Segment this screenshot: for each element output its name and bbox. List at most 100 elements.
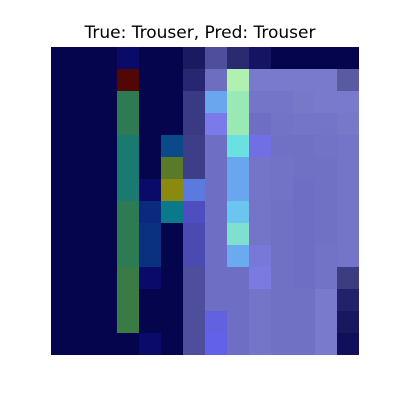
heatmap-cell xyxy=(117,69,140,92)
heatmap-cell xyxy=(95,333,118,355)
heatmap-cell xyxy=(205,245,228,268)
heatmap-cell xyxy=(205,223,228,246)
heatmap-cell xyxy=(183,289,206,312)
heatmap-cell xyxy=(51,91,74,114)
heatmap-cell xyxy=(315,267,338,290)
heatmap-cell xyxy=(183,47,206,70)
heatmap-cell xyxy=(51,135,74,158)
heatmap-cell xyxy=(271,201,294,224)
heatmap-cell xyxy=(95,47,118,70)
heatmap-cell xyxy=(139,333,162,355)
heatmap-cell xyxy=(227,179,250,202)
heatmap-cell xyxy=(73,69,96,92)
heatmap-cell xyxy=(205,179,228,202)
heatmap-cell xyxy=(139,311,162,334)
heatmap-cell xyxy=(139,223,162,246)
heatmap-cell xyxy=(249,333,272,355)
heatmap-cell xyxy=(95,135,118,158)
heatmap-cell xyxy=(227,333,250,355)
heatmap-cell xyxy=(117,245,140,268)
heatmap-cell xyxy=(227,201,250,224)
heatmap-cell xyxy=(293,267,316,290)
heatmap-cell xyxy=(249,69,272,92)
heatmap-cell xyxy=(205,289,228,312)
heatmap-cell xyxy=(161,245,184,268)
heatmap-cell xyxy=(337,289,359,312)
heatmap-cell xyxy=(139,91,162,114)
heatmap-cell xyxy=(293,289,316,312)
heatmap-cell xyxy=(51,157,74,180)
heatmap-cell xyxy=(293,311,316,334)
heatmap-cell xyxy=(51,245,74,268)
heatmap-cell xyxy=(117,267,140,290)
heatmap-cell xyxy=(227,311,250,334)
heatmap-cell xyxy=(183,333,206,355)
heatmap-cell xyxy=(139,113,162,136)
heatmap-image xyxy=(51,47,359,355)
heatmap-cell xyxy=(95,91,118,114)
heatmap-cell xyxy=(117,289,140,312)
heatmap-cell xyxy=(117,157,140,180)
heatmap-cell xyxy=(249,289,272,312)
heatmap-cell xyxy=(271,135,294,158)
heatmap-cell xyxy=(73,333,96,355)
heatmap-cell xyxy=(161,135,184,158)
heatmap-cell xyxy=(249,201,272,224)
heatmap-cell xyxy=(73,201,96,224)
heatmap-cell xyxy=(315,113,338,136)
heatmap-cell xyxy=(227,289,250,312)
heatmap-cell xyxy=(249,267,272,290)
heatmap-cell xyxy=(161,179,184,202)
heatmap-cell xyxy=(139,69,162,92)
heatmap-cell xyxy=(205,69,228,92)
heatmap-cell xyxy=(95,311,118,334)
heatmap-cell xyxy=(51,267,74,290)
heatmap-cell xyxy=(293,135,316,158)
heatmap-cell xyxy=(183,157,206,180)
heatmap-cell xyxy=(271,289,294,312)
heatmap-cell xyxy=(315,69,338,92)
heatmap-cell xyxy=(117,113,140,136)
heatmap-cell xyxy=(51,333,74,355)
heatmap-cell xyxy=(73,245,96,268)
heatmap-cell xyxy=(51,47,74,70)
heatmap-cell xyxy=(139,47,162,70)
heatmap-cell xyxy=(139,135,162,158)
heatmap-cell xyxy=(315,157,338,180)
heatmap-cell xyxy=(95,69,118,92)
heatmap-cell xyxy=(315,91,338,114)
heatmap-cell xyxy=(227,69,250,92)
heatmap-grid xyxy=(51,47,359,355)
heatmap-cell xyxy=(293,157,316,180)
heatmap-cell xyxy=(117,91,140,114)
heatmap-cell xyxy=(161,223,184,246)
heatmap-cell xyxy=(227,47,250,70)
heatmap-cell xyxy=(161,311,184,334)
heatmap-cell xyxy=(337,311,359,334)
heatmap-cell xyxy=(271,91,294,114)
heatmap-cell xyxy=(139,245,162,268)
heatmap-cell xyxy=(271,47,294,70)
heatmap-cell xyxy=(315,47,338,70)
heatmap-cell xyxy=(95,267,118,290)
heatmap-cell xyxy=(51,179,74,202)
heatmap-cell xyxy=(205,333,228,355)
heatmap-cell xyxy=(227,223,250,246)
heatmap-cell xyxy=(95,157,118,180)
heatmap-cell xyxy=(161,113,184,136)
heatmap-cell xyxy=(95,113,118,136)
heatmap-cell xyxy=(51,69,74,92)
heatmap-cell xyxy=(95,289,118,312)
heatmap-cell xyxy=(205,47,228,70)
heatmap-cell xyxy=(315,289,338,312)
heatmap-cell xyxy=(337,333,359,355)
heatmap-cell xyxy=(227,135,250,158)
heatmap-cell xyxy=(117,311,140,334)
heatmap-cell xyxy=(183,223,206,246)
heatmap-cell xyxy=(337,245,359,268)
heatmap-cell xyxy=(293,69,316,92)
heatmap-cell xyxy=(271,113,294,136)
heatmap-cell xyxy=(315,311,338,334)
heatmap-cell xyxy=(227,157,250,180)
heatmap-cell xyxy=(205,157,228,180)
